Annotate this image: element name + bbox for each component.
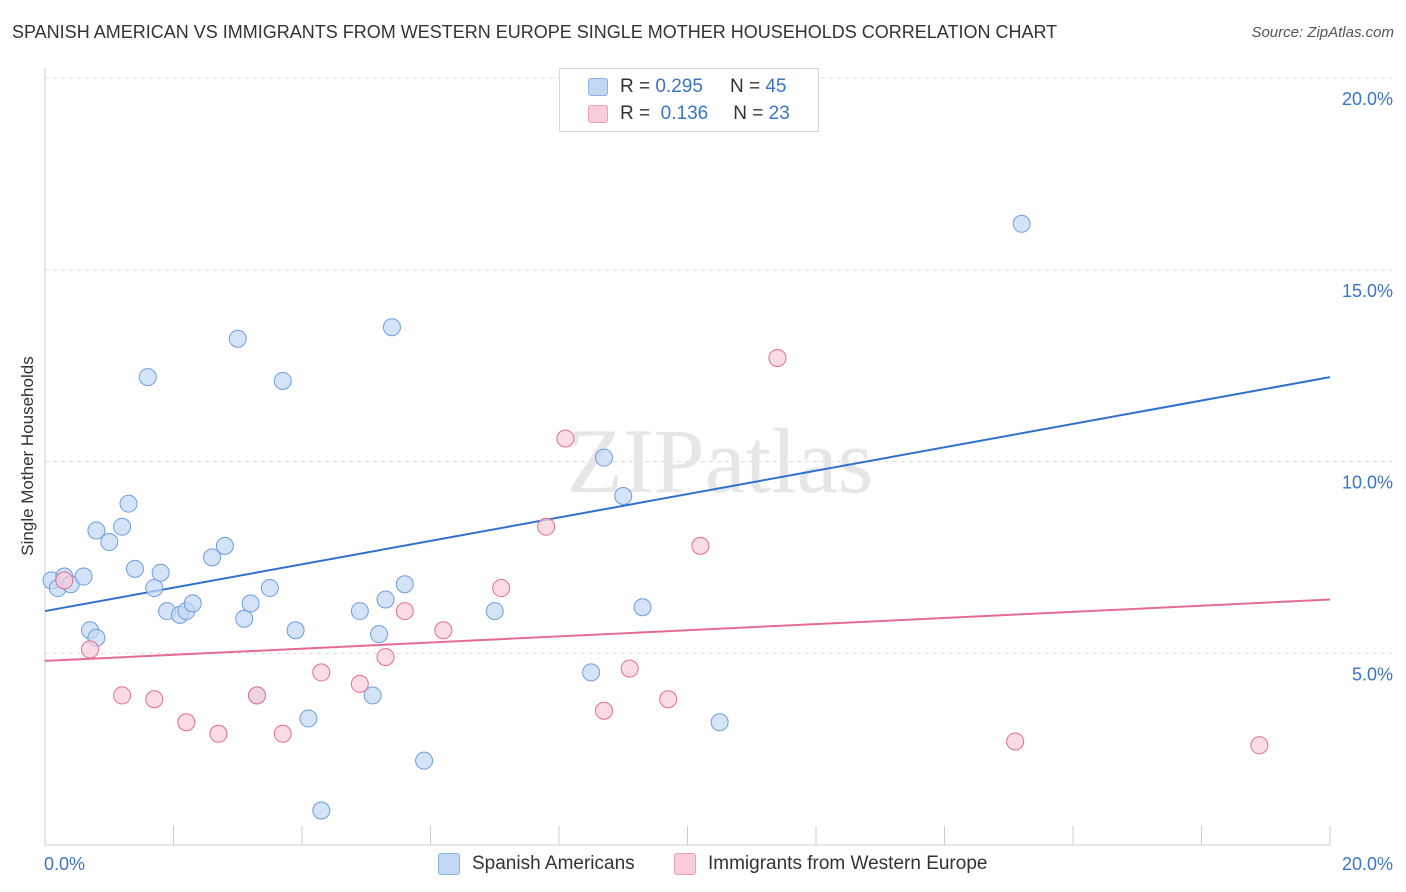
x-tick-label: 0.0% bbox=[44, 854, 85, 874]
data-point-spanish-americans bbox=[138, 368, 157, 387]
bottom-legend-spanish-americans: Spanish Americans bbox=[438, 852, 635, 876]
legend-n-value: 23 bbox=[768, 103, 790, 124]
data-point-spanish-americans bbox=[74, 567, 93, 586]
data-point-spanish-americans bbox=[241, 594, 260, 613]
y-tick-label: 10.0% bbox=[1342, 473, 1393, 493]
data-point-spanish-americans bbox=[183, 594, 202, 613]
chart-title: SPANISH AMERICAN VS IMMIGRANTS FROM WEST… bbox=[12, 22, 1058, 42]
gridlines bbox=[45, 77, 1392, 654]
data-point-spanish-americans bbox=[633, 598, 652, 617]
trend-line-immigrants-western-europe bbox=[44, 598, 1331, 662]
data-point-immigrants-western-europe bbox=[80, 640, 99, 659]
data-point-spanish-americans bbox=[614, 487, 633, 506]
data-point-spanish-americans bbox=[395, 575, 414, 594]
y-tick-label: 5.0% bbox=[1352, 664, 1393, 684]
data-point-spanish-americans bbox=[125, 559, 144, 578]
data-point-immigrants-western-europe bbox=[395, 602, 414, 621]
legend-r-label: R = bbox=[620, 76, 651, 97]
data-point-spanish-americans bbox=[119, 494, 138, 513]
data-point-spanish-americans bbox=[312, 801, 331, 820]
data-point-immigrants-western-europe bbox=[209, 724, 228, 743]
data-point-immigrants-western-europe bbox=[620, 659, 639, 678]
data-point-spanish-americans bbox=[485, 602, 504, 621]
data-point-immigrants-western-europe bbox=[434, 621, 453, 640]
data-point-spanish-americans bbox=[235, 609, 254, 628]
data-point-immigrants-western-europe bbox=[691, 536, 710, 555]
legend-r-value: 0.136 bbox=[660, 103, 709, 124]
watermark: ZIPatlas bbox=[567, 410, 874, 512]
data-point-spanish-americans bbox=[582, 663, 601, 682]
legend-n-value: 45 bbox=[765, 76, 787, 97]
tick-labels: 5.0% 10.0% 15.0% 20.0% 0.0% 20.0% bbox=[44, 89, 1393, 874]
legend-n-label: N = bbox=[729, 76, 761, 97]
bottom-legend-immigrants-western-europe: Immigrants from Western Europe bbox=[674, 852, 987, 876]
legend-series-name: Spanish Americans bbox=[472, 853, 635, 874]
data-point-spanish-americans bbox=[710, 713, 729, 732]
data-point-spanish-americans bbox=[260, 579, 279, 598]
data-point-spanish-americans bbox=[215, 536, 234, 555]
data-point-spanish-americans bbox=[415, 751, 434, 770]
x-tick-label: 20.0% bbox=[1342, 854, 1393, 874]
data-point-spanish-americans bbox=[1012, 214, 1031, 233]
trend-line-spanish-americans bbox=[44, 376, 1331, 613]
data-points bbox=[42, 84, 1269, 820]
data-point-immigrants-western-europe bbox=[1250, 736, 1269, 755]
data-point-immigrants-western-europe bbox=[492, 579, 511, 598]
data-point-immigrants-western-europe bbox=[594, 701, 613, 720]
data-point-immigrants-western-europe bbox=[55, 571, 74, 590]
data-point-immigrants-western-europe bbox=[537, 517, 556, 536]
y-tick-label: 20.0% bbox=[1342, 89, 1393, 109]
y-tick-label: 15.0% bbox=[1342, 281, 1393, 301]
data-point-spanish-americans bbox=[286, 621, 305, 640]
data-point-immigrants-western-europe bbox=[273, 724, 292, 743]
data-point-spanish-americans bbox=[370, 625, 389, 644]
data-point-spanish-americans bbox=[203, 548, 222, 567]
trend-lines bbox=[44, 376, 1331, 662]
data-point-spanish-americans bbox=[145, 579, 164, 598]
data-point-immigrants-western-europe bbox=[659, 690, 678, 709]
data-point-spanish-americans bbox=[382, 318, 401, 337]
legend-swatch-blue bbox=[438, 853, 460, 875]
legend-r-value: 0.295 bbox=[655, 76, 703, 97]
legend-n-label: N = bbox=[733, 103, 764, 124]
chart-source: Source: ZipAtlas.com bbox=[1251, 24, 1394, 41]
data-point-spanish-americans bbox=[594, 448, 613, 467]
data-point-spanish-americans bbox=[87, 521, 106, 540]
legend-swatch-pink bbox=[674, 853, 696, 875]
data-point-immigrants-western-europe bbox=[1006, 732, 1025, 751]
legend-swatch-pink bbox=[588, 105, 608, 123]
legend-swatch-blue bbox=[588, 78, 608, 96]
data-point-immigrants-western-europe bbox=[556, 429, 575, 448]
data-point-immigrants-western-europe bbox=[376, 648, 395, 667]
data-point-spanish-americans bbox=[350, 602, 369, 621]
data-point-immigrants-western-europe bbox=[145, 690, 164, 709]
legend-row-immigrants-western-europe: R = 0.136 N = 23 bbox=[588, 102, 790, 126]
data-point-spanish-americans bbox=[273, 371, 292, 390]
data-point-immigrants-western-europe bbox=[177, 713, 196, 732]
data-point-spanish-americans bbox=[100, 533, 119, 552]
data-point-spanish-americans bbox=[228, 329, 247, 348]
data-point-immigrants-western-europe bbox=[350, 674, 369, 693]
data-point-spanish-americans bbox=[151, 563, 170, 582]
data-point-spanish-americans bbox=[376, 590, 395, 609]
data-point-immigrants-western-europe bbox=[113, 686, 132, 705]
data-point-immigrants-western-europe bbox=[248, 686, 267, 705]
data-point-spanish-americans bbox=[113, 517, 132, 536]
data-point-immigrants-western-europe bbox=[312, 663, 331, 682]
stats-legend: R = 0.295 N = 45 R = 0.136 N = 23 bbox=[559, 68, 819, 132]
data-point-spanish-americans bbox=[363, 686, 382, 705]
legend-r-label: R = bbox=[620, 103, 651, 124]
legend-row-spanish-americans: R = 0.295 N = 45 bbox=[588, 75, 786, 99]
legend-series-name: Immigrants from Western Europe bbox=[708, 853, 988, 874]
data-point-immigrants-western-europe bbox=[768, 348, 787, 367]
axes bbox=[44, 68, 1331, 846]
data-point-spanish-americans bbox=[299, 709, 318, 728]
